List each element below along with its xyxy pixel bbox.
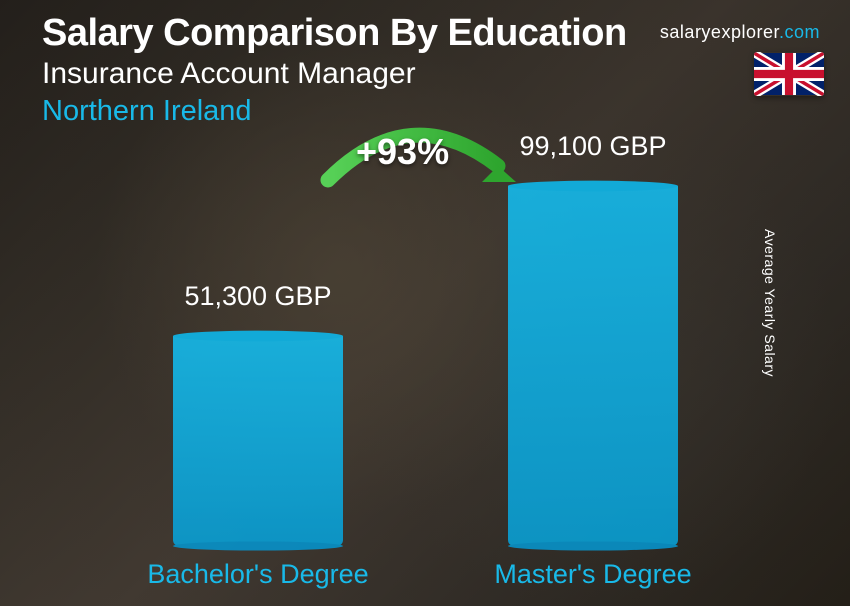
bar-body [173, 336, 343, 546]
bar-masters [508, 186, 678, 546]
brand-suffix: .com [779, 22, 820, 42]
increase-percent-badge: +93% [356, 131, 449, 173]
value-label-bachelors: 51,300 GBP [153, 281, 363, 312]
category-label-masters: Master's Degree [458, 559, 728, 590]
bar-body [508, 186, 678, 546]
bar-bachelors [173, 336, 343, 546]
bar-chart: 51,300 GBP Bachelor's Degree 99,100 GBP … [0, 160, 850, 606]
bar-top-ellipse [173, 331, 343, 342]
brand-name: salaryexplorer [660, 22, 779, 42]
brand-label: salaryexplorer.com [660, 22, 820, 43]
category-label-bachelors: Bachelor's Degree [123, 559, 393, 590]
bar-bottom-ellipse [173, 541, 343, 550]
uk-flag-icon [754, 52, 824, 96]
bar-top-ellipse [508, 181, 678, 192]
bar-bottom-ellipse [508, 541, 678, 550]
chart-subtitle: Insurance Account Manager [42, 57, 830, 91]
